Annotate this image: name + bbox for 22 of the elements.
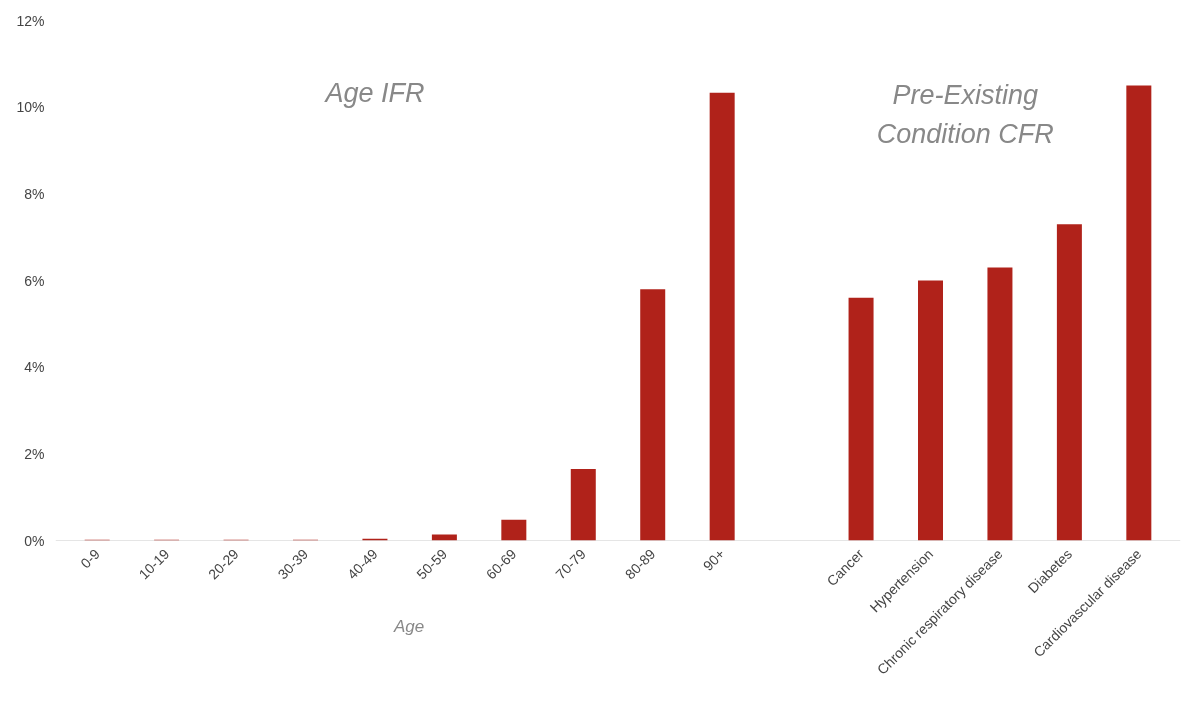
annotation: Pre-Existing Condition CFR xyxy=(876,79,1054,149)
y-tick-label: 12% xyxy=(16,12,45,29)
y-tick-label: 2% xyxy=(24,445,45,462)
y-tick-label: 4% xyxy=(24,359,45,376)
y-tick-label: 10% xyxy=(16,99,45,116)
bar xyxy=(431,534,457,541)
bar xyxy=(918,280,943,541)
bar xyxy=(709,92,735,541)
x-tick-label: 90+ xyxy=(699,545,728,574)
bar xyxy=(1126,85,1152,541)
x-tick-label: 0-9 xyxy=(77,545,103,572)
y-tick-label: 8% xyxy=(24,185,45,202)
y-tick-label: 6% xyxy=(24,272,45,289)
bar xyxy=(501,519,527,541)
bar xyxy=(640,289,666,541)
bar xyxy=(1056,224,1082,541)
x-axis-title: Age xyxy=(393,616,425,638)
bar xyxy=(987,267,1013,541)
bar xyxy=(570,469,596,541)
annotation: Age IFR xyxy=(323,78,425,109)
y-tick-label: 0% xyxy=(24,532,45,549)
bar xyxy=(848,297,874,541)
